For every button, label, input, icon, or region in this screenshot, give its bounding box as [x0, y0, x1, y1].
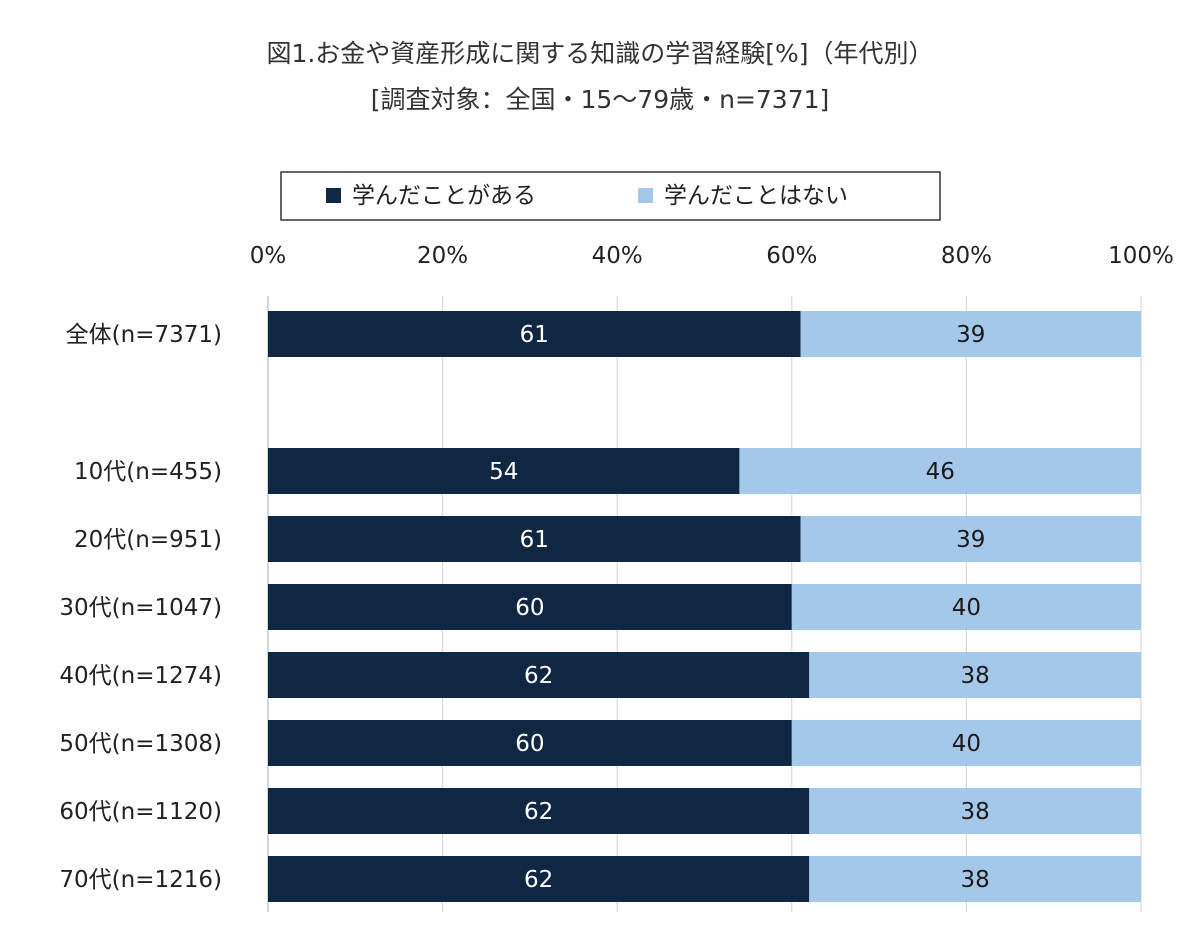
category-label: 全体(n=7371) [66, 322, 222, 348]
bar-not-learned [739, 448, 1141, 494]
bar-not-learned [809, 856, 1141, 902]
legend-label-not-learned: 学んだことはない [664, 183, 848, 209]
category-label: 10代(n=455) [74, 459, 222, 485]
bar-learned [268, 788, 810, 834]
category-label: 40代(n=1274) [59, 663, 222, 689]
x-tick-label: 0% [250, 243, 287, 269]
category-label: 60代(n=1120) [59, 799, 222, 825]
bar-learned [268, 652, 810, 698]
category-label: 30代(n=1047) [59, 595, 222, 621]
legend: 学んだことがある 学んだことはない [280, 171, 941, 221]
bar-learned [268, 856, 810, 902]
x-tick-label: 80% [941, 243, 992, 269]
category-label: 70代(n=1216) [59, 867, 222, 893]
x-tick-label: 100% [1108, 243, 1174, 269]
data-label: 40 [952, 731, 981, 757]
bar-not-learned [800, 516, 1141, 562]
legend-swatch-not-learned [638, 188, 653, 203]
data-label: 40 [952, 595, 981, 621]
legend-label-learned: 学んだことがある [352, 183, 536, 209]
bar-not-learned [809, 652, 1141, 698]
data-label: 38 [960, 663, 989, 689]
x-tick-label: 20% [417, 243, 468, 269]
category-label: 50代(n=1308) [59, 731, 222, 757]
bar-not-learned [791, 720, 1141, 766]
x-axis-ticks: 0% 20% 40% 60% 80% 100% [250, 243, 1174, 269]
x-tick-label: 40% [592, 243, 643, 269]
data-label: 62 [524, 663, 553, 689]
chart-subtitle: [調査対象：全国・15～79歳・n=7371] [371, 85, 830, 114]
data-label: 62 [524, 799, 553, 825]
data-label: 39 [956, 527, 985, 553]
legend-box [280, 171, 941, 221]
bar-learned [268, 584, 792, 630]
category-label: 20代(n=951) [74, 527, 222, 553]
data-label: 61 [520, 527, 549, 553]
bar-not-learned [800, 311, 1141, 357]
category-labels: 全体(n=7371) 10代(n=455) 20代(n=951) 30代(n=1047… [59, 322, 222, 893]
data-label: 54 [489, 459, 518, 485]
bar-not-learned [809, 788, 1141, 834]
bar-learned [268, 448, 740, 494]
data-label: 61 [520, 322, 549, 348]
bars: 61 39 54 46 61 39 60 40 62 38 60 40 62 38 62 38 [268, 311, 1141, 902]
data-label: 39 [956, 322, 985, 348]
bar-learned [268, 516, 801, 562]
legend-swatch-learned [326, 188, 341, 203]
bar-learned [268, 720, 792, 766]
data-label: 60 [515, 731, 544, 757]
bar-learned [268, 311, 801, 357]
bar-not-learned [791, 584, 1141, 630]
data-label: 38 [960, 799, 989, 825]
x-tick-label: 60% [766, 243, 817, 269]
data-label: 60 [515, 595, 544, 621]
chart-title: 図1.お金や資産形成に関する知識の学習経験[%]（年代別） [266, 39, 933, 68]
data-label: 38 [960, 867, 989, 893]
data-label: 62 [524, 867, 553, 893]
data-label: 46 [926, 459, 955, 485]
